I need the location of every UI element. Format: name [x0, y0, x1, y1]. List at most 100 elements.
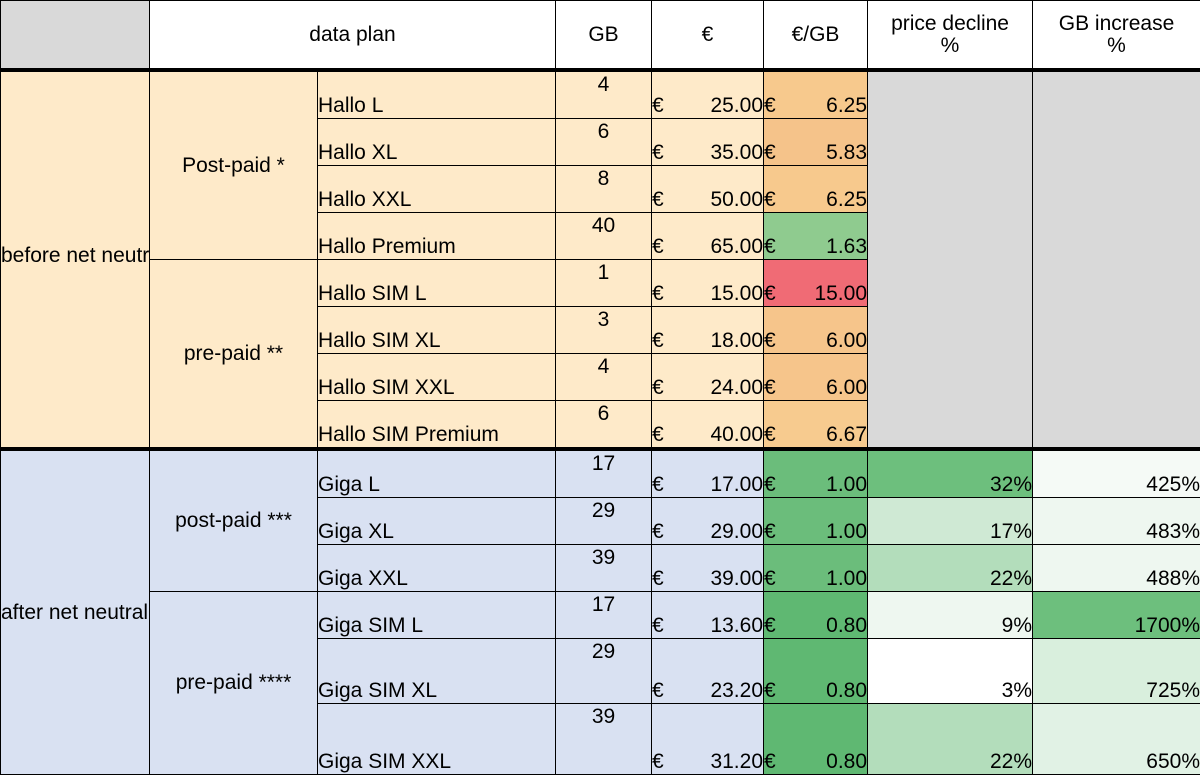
eur-per-gb-amount: 15.00	[814, 282, 868, 305]
currency-symbol: €	[652, 567, 664, 590]
table-row: Hallo XL 6 €35.00 €5.83	[1, 118, 1200, 166]
currency-symbol: €	[652, 282, 664, 305]
currency-symbol: €	[652, 188, 664, 211]
plan-price: €15.00	[651, 259, 765, 307]
plan-gb: 1	[555, 259, 653, 307]
gb-increase-value: 725%	[1032, 638, 1200, 704]
currency-symbol: €	[764, 520, 776, 543]
plan-gb: 8	[555, 165, 653, 213]
plan-eur-per-gb: €1.00	[763, 497, 869, 545]
header-blank-cell	[0, 0, 150, 71]
currency-symbol: €	[764, 141, 776, 164]
header-gb-increase-line1: GB increase	[1058, 11, 1175, 35]
currency-symbol: €	[764, 614, 776, 637]
plan-name: Hallo SIM Premium	[316, 400, 557, 450]
currency-symbol: €	[764, 188, 776, 211]
plan-eur-per-gb: €1.00	[763, 544, 869, 592]
currency-symbol: €	[764, 235, 776, 258]
plan-eur-per-gb: €5.83	[763, 118, 869, 166]
header-eur-per-gb: €/GB	[763, 0, 869, 71]
plan-price: €17.00	[651, 447, 765, 498]
plan-gb: 4	[555, 68, 653, 119]
header-price-decline-line2: %	[940, 33, 960, 57]
plan-eur-per-gb: €6.00	[763, 353, 869, 401]
table-row: Hallo SIM XXL 4 €24.00 €6.00	[1, 353, 1200, 401]
price-amount: 29.00	[710, 520, 764, 543]
plan-price: €39.00	[651, 544, 765, 592]
currency-symbol: €	[652, 141, 664, 164]
plan-name: Hallo L	[316, 68, 557, 119]
plan-name: Hallo XL	[316, 118, 557, 166]
before-prepaid-label: pre-paid **	[149, 259, 318, 450]
eur-per-gb-amount: 6.67	[826, 423, 868, 446]
price-decline-value: 3%	[867, 638, 1034, 704]
plan-gb: 3	[555, 306, 653, 354]
currency-symbol: €	[652, 329, 664, 352]
plan-eur-per-gb: €0.80	[763, 638, 869, 704]
table-row: Giga XL 29 €29.00 €1.00 17% 483%	[1, 497, 1200, 545]
plan-price: €31.20	[651, 703, 765, 775]
eur-per-gb-amount: 1.63	[826, 235, 868, 258]
currency-symbol: €	[652, 679, 664, 702]
eur-per-gb-amount: 1.00	[826, 567, 868, 590]
plan-gb: 29	[555, 638, 653, 704]
currency-symbol: €	[652, 94, 664, 117]
currency-symbol: €	[652, 376, 664, 399]
price-amount: 40.00	[710, 423, 764, 446]
currency-symbol: €	[652, 423, 664, 446]
currency-symbol: €	[764, 376, 776, 399]
plan-gb: 6	[555, 118, 653, 166]
plan-name: Giga L	[316, 447, 557, 498]
gb-increase-value: 483%	[1032, 497, 1200, 545]
plan-eur-per-gb: €0.80	[763, 703, 869, 775]
currency-symbol: €	[764, 567, 776, 590]
gb-increase-value: 488%	[1032, 544, 1200, 592]
price-amount: 24.00	[710, 376, 764, 399]
eur-per-gb-amount: 0.80	[826, 679, 868, 702]
before-section-label: before net neutrality intervention	[0, 68, 150, 450]
price-amount: 17.00	[710, 473, 764, 496]
plan-eur-per-gb: €6.25	[763, 165, 869, 213]
plan-price: €18.00	[651, 306, 765, 354]
currency-symbol: €	[652, 520, 664, 543]
price-amount: 35.00	[710, 141, 764, 164]
after-postpaid-label: post-paid ***	[149, 447, 318, 592]
currency-symbol: €	[764, 473, 776, 496]
header-eur: €	[651, 0, 765, 71]
table-row: pre-paid ** Hallo SIM L 1 €15.00 €15.00	[1, 259, 1200, 450]
table-row: Hallo XXL 8 €50.00 €6.25	[1, 165, 1200, 213]
price-decline-value: 9%	[867, 591, 1034, 639]
plan-price: €40.00	[651, 400, 765, 450]
price-decline-value: 32%	[867, 447, 1034, 498]
price-decline-empty	[867, 68, 1034, 450]
plan-name: Hallo SIM L	[316, 259, 557, 307]
plan-name: Giga SIM L	[316, 591, 557, 639]
plan-gb: 17	[555, 591, 653, 639]
plan-gb: 40	[555, 212, 653, 260]
price-amount: 15.00	[710, 282, 764, 305]
price-amount: 18.00	[710, 329, 764, 352]
plan-price: €13.60	[651, 591, 765, 639]
eur-per-gb-amount: 1.00	[826, 520, 868, 543]
plan-price: €50.00	[651, 165, 765, 213]
plan-gb: 4	[555, 353, 653, 401]
plan-name: Giga SIM XL	[316, 638, 557, 704]
header-price-decline-line1: price decline	[891, 11, 1009, 35]
eur-per-gb-amount: 5.83	[826, 141, 868, 164]
plan-eur-per-gb: €0.80	[763, 591, 869, 639]
table-row: before net neutrality intervention Post-…	[0, 68, 1200, 450]
table-row: Giga XXL 39 €39.00 €1.00 22% 488%	[1, 544, 1200, 592]
plan-name: Giga XXL	[316, 544, 557, 592]
currency-symbol: €	[764, 329, 776, 352]
price-amount: 50.00	[710, 188, 764, 211]
plan-price: €23.20	[651, 638, 765, 704]
plan-eur-per-gb: €6.00	[763, 306, 869, 354]
table-row: after net neutrality intervention post-p…	[0, 447, 1200, 775]
currency-symbol: €	[764, 282, 776, 305]
table-row: Giga SIM XXL 39 €31.20 €0.80 22% 650%	[1, 703, 1200, 775]
plan-eur-per-gb: €6.67	[763, 400, 869, 450]
header-gb-increase-line2: %	[1107, 33, 1126, 57]
plan-gb: 17	[555, 447, 653, 498]
plan-gb: 29	[555, 497, 653, 545]
